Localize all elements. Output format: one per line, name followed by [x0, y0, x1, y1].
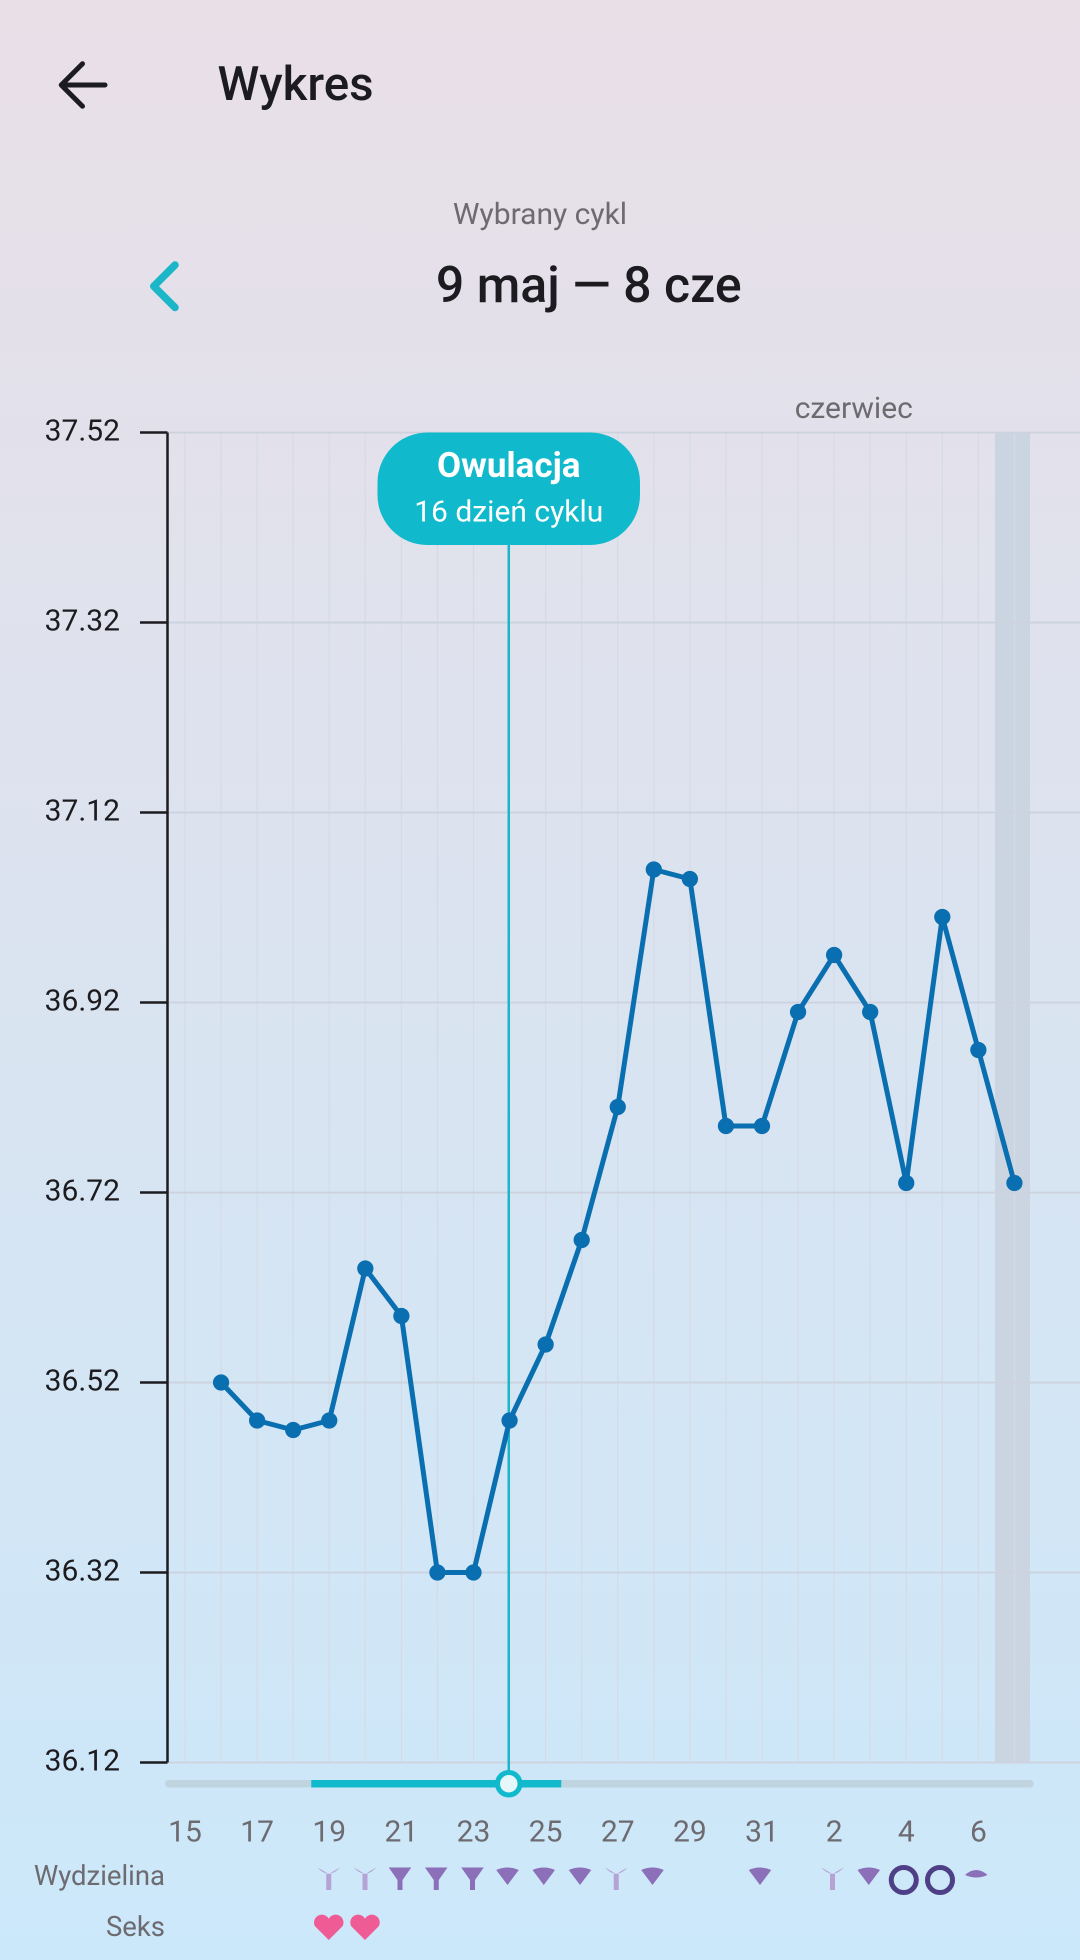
y-tick-label: 36.32	[45, 1553, 120, 1588]
temperature-point	[826, 946, 843, 964]
temperature-point	[249, 1412, 266, 1429]
temperature-point	[537, 1336, 554, 1353]
temperature-point	[212, 1374, 230, 1391]
x-tick-label: 4	[898, 1815, 915, 1850]
prev-cycle-button[interactable]	[150, 261, 179, 312]
today-band	[995, 432, 1030, 1763]
x-tick-label: 19	[312, 1815, 346, 1850]
temperature-point	[501, 1412, 518, 1429]
temperature-point	[645, 861, 662, 878]
x-tick-label: 29	[673, 1815, 707, 1850]
discharge-label: Wydzielina	[34, 1859, 165, 1892]
sex-label: Seks	[106, 1910, 165, 1943]
x-tick-label: 21	[385, 1815, 419, 1850]
temperature-point	[789, 1003, 807, 1021]
scroll-handle[interactable]	[495, 1770, 523, 1798]
temperature-point	[285, 1421, 302, 1439]
temperature-point	[898, 1174, 915, 1192]
x-tick-label: 17	[240, 1815, 274, 1850]
sex-icons	[314, 1914, 380, 1940]
x-tick-label: 25	[529, 1815, 563, 1850]
temperature-point	[717, 1117, 735, 1135]
temperature-point	[321, 1412, 338, 1429]
y-tick-label: 36.12	[45, 1743, 120, 1778]
temperature-point	[934, 908, 951, 926]
ovulation-badge	[377, 432, 640, 545]
cycle-label: Wybrany cykl	[453, 197, 627, 232]
x-tick-label: 23	[457, 1815, 491, 1850]
x-tick-label: 15	[168, 1815, 202, 1850]
temperature-point	[970, 1041, 987, 1059]
plot	[212, 861, 1023, 1581]
grid	[168, 431, 1080, 1764]
cycle-range: 9 maj — 8 cze	[436, 257, 742, 315]
temperature-point	[609, 1098, 626, 1116]
temperature-point	[357, 1260, 374, 1277]
x-tick-label: 27	[601, 1815, 635, 1850]
temperature-point	[465, 1564, 482, 1581]
y-tick-label: 37.52	[45, 413, 120, 448]
y-tick-label: 37.32	[45, 603, 120, 638]
ovulation-title: Owulacja	[437, 445, 581, 486]
temperature-point	[753, 1117, 771, 1135]
temperature-point	[1006, 1174, 1023, 1192]
x-tick-label: 2	[826, 1815, 843, 1850]
page-title: Wykres	[218, 56, 374, 112]
back-button[interactable]	[58, 61, 108, 109]
y-tick-label: 36.92	[45, 983, 120, 1018]
x-tick-label: 6	[970, 1815, 987, 1850]
y-tick-label: 36.52	[45, 1363, 120, 1398]
y-tick-label: 37.12	[45, 793, 120, 828]
discharge-icons	[317, 1865, 988, 1895]
temperature-point	[393, 1307, 410, 1325]
x-tick-label: 31	[745, 1815, 779, 1850]
month-label: czerwiec	[795, 391, 913, 426]
temperature-point	[681, 870, 698, 888]
ovulation-subtitle: 16 dzień cyklu	[414, 495, 603, 530]
temperature-point	[573, 1231, 590, 1249]
temperature-point	[862, 1003, 879, 1021]
y-tick-label: 36.72	[45, 1173, 120, 1208]
temperature-point	[429, 1564, 446, 1581]
